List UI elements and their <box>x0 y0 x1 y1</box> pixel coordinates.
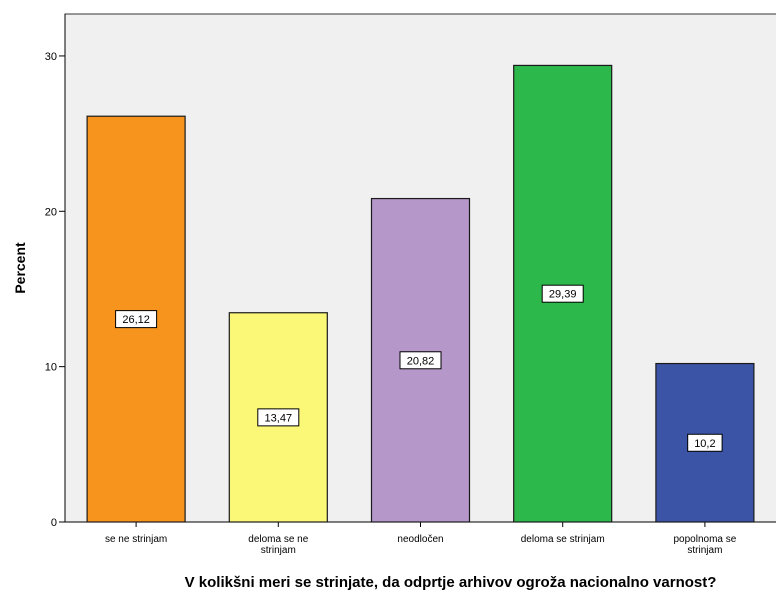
x-axis-title: V kolikšni meri se strinjate, da odprtje… <box>185 574 717 591</box>
data-label: 29,39 <box>549 289 577 301</box>
y-tick-label: 20 <box>45 206 57 218</box>
data-label: 13,47 <box>265 412 293 424</box>
x-axis <box>65 521 776 527</box>
x-tick-label: deloma se ne strinjam <box>248 534 308 556</box>
data-label: 20,82 <box>407 355 435 367</box>
category-labels: se ne strinjam deloma se ne strinjam neodlo… <box>105 534 737 556</box>
data-label-box <box>541 284 584 303</box>
data-label-box <box>687 433 723 452</box>
data-label: 26,12 <box>122 314 150 326</box>
data-label: 10,2 <box>694 438 715 450</box>
x-tick-label: popolnoma se strinjam <box>673 534 736 556</box>
data-label-box <box>399 351 442 370</box>
y-tick-label: 30 <box>45 51 57 63</box>
data-labels: 26,12 13,47 20,82 29,39 10,2 <box>115 284 723 452</box>
data-label-box <box>257 408 300 427</box>
y-axis-title: Percent <box>12 242 28 294</box>
data-label-box <box>115 310 158 329</box>
x-tick-label: deloma se strinjam <box>521 534 605 545</box>
y-tick-label: 10 <box>45 362 57 374</box>
x-tick-label: se ne strinjam <box>105 534 167 545</box>
x-tick-label: neodločen <box>397 534 443 545</box>
y-tick-label: 0 <box>51 517 57 529</box>
y-axis: 0 10 20 30 <box>45 14 66 529</box>
